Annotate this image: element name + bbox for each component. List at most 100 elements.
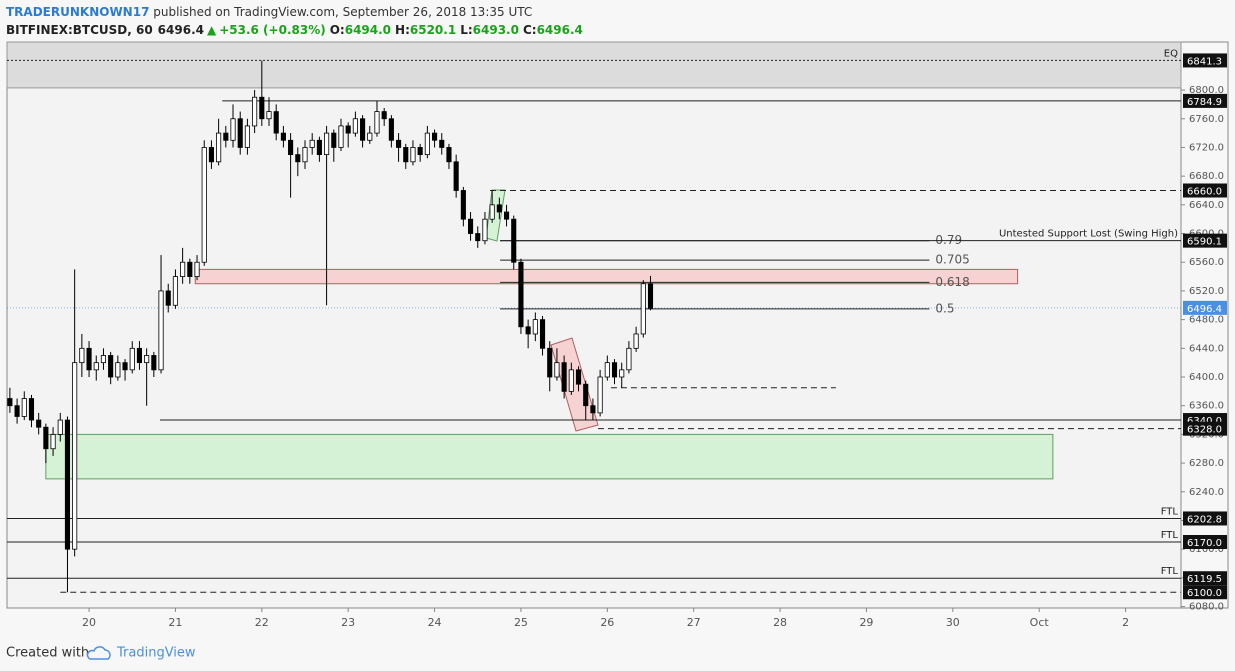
candle-body	[324, 132, 330, 156]
ohlc-label: H:	[395, 23, 410, 37]
price-label: 6660.0	[1187, 186, 1222, 197]
price-label: 6841.3	[1187, 56, 1222, 67]
price-label-bg	[1183, 535, 1227, 550]
candle-body	[223, 132, 229, 141]
level-note: FTL	[1161, 506, 1179, 517]
footer-text: Created with	[6, 646, 89, 661]
candle-body	[115, 362, 121, 378]
candle-body	[482, 218, 488, 242]
candle-body	[424, 132, 430, 156]
candle-body	[21, 398, 27, 417]
candle-body	[352, 118, 358, 134]
candle-body	[367, 132, 373, 141]
candle-body	[604, 362, 610, 378]
ohlc-value: 6493.0	[473, 23, 519, 37]
candle-body	[230, 118, 236, 141]
candle-body	[647, 283, 654, 309]
candle-body	[453, 161, 459, 191]
level-note: Untested Support Lost (Swing High)	[999, 229, 1178, 240]
price-label-bg	[1183, 421, 1227, 436]
candle-body	[72, 362, 78, 550]
candle-body	[460, 190, 466, 220]
candle-body	[338, 125, 344, 148]
candle-body	[201, 147, 207, 263]
candle-body	[158, 290, 164, 371]
symbol-line: BITFINEX:BTCUSD, 60 6496.4 ▲ +53.6 (+0.83%)…	[6, 23, 583, 37]
candle-body	[295, 154, 301, 163]
candle-body	[374, 111, 380, 134]
candle-body	[525, 326, 531, 335]
symbol: BITFINEX:BTCUSD, 60	[6, 23, 153, 37]
candle-body	[568, 369, 574, 392]
candle-body	[381, 111, 387, 120]
candle-body	[547, 347, 553, 378]
x-tick-label: Oct	[1030, 616, 1050, 629]
candle-body	[244, 125, 250, 148]
candle-body	[410, 147, 416, 163]
candle-body	[309, 139, 315, 148]
candle-body	[28, 398, 35, 421]
candle-body	[331, 132, 337, 148]
candle-body	[503, 211, 510, 220]
ohlc-value: 6520.1	[410, 23, 456, 37]
ohlc-label: L:	[460, 23, 472, 37]
candle-body	[518, 261, 524, 328]
y-tick-label: 6080.0	[1189, 602, 1224, 613]
candle-body	[316, 139, 322, 156]
y-tick-label: 6440.0	[1189, 343, 1224, 354]
candle-body	[489, 204, 495, 220]
candle-body	[93, 362, 99, 371]
x-tick-label: 24	[428, 616, 442, 629]
candle-body	[129, 347, 135, 371]
price-label-bg	[1183, 571, 1227, 586]
candle-body	[100, 355, 107, 364]
footer-brand[interactable]: TradingView	[116, 646, 196, 661]
price-label: 6328.0	[1187, 425, 1222, 436]
candle-body	[446, 147, 452, 163]
zone	[194, 268, 1019, 285]
level-note: FTL	[1161, 530, 1179, 541]
candle-body	[619, 369, 625, 378]
candle-body	[633, 333, 639, 349]
candle-body	[575, 369, 582, 385]
price-label: 6202.8	[1187, 514, 1222, 525]
price-label-bg	[1183, 183, 1227, 198]
candle-body	[640, 283, 646, 335]
price-label-bg	[1183, 93, 1227, 108]
ohlc: O:6494.0 H:6520.1 L:6493.0 C:6496.4	[330, 23, 583, 37]
candle-body	[43, 426, 49, 450]
y-tick-label: 6360.0	[1189, 401, 1224, 412]
y-tick-label: 6520.0	[1189, 286, 1224, 297]
change: +53.6 (+0.83%)	[219, 23, 326, 37]
x-tick-label: 29	[859, 616, 873, 629]
candle-body	[144, 355, 150, 364]
candle-body	[432, 132, 438, 141]
candle-body	[388, 118, 394, 141]
x-tick-label: 25	[514, 616, 528, 629]
plot-area	[6, 41, 1182, 609]
price-label-bg	[1183, 53, 1227, 68]
candle-body	[626, 347, 632, 371]
y-tick-label: 6640.0	[1189, 200, 1224, 211]
x-tick-label: 23	[341, 616, 355, 629]
price-label: 6100.0	[1187, 588, 1222, 599]
candle-body	[403, 147, 409, 163]
price-label: 6590.1	[1187, 237, 1222, 248]
price-label: 6340.0	[1187, 416, 1222, 427]
candle-body	[237, 118, 243, 148]
candle-body	[532, 319, 538, 335]
candle-body	[57, 419, 63, 435]
candle-body	[252, 96, 258, 127]
x-tick-label: 21	[168, 616, 182, 629]
candle-body	[417, 147, 423, 156]
candle-body	[259, 96, 265, 120]
candle-body	[36, 419, 42, 428]
candle-body	[539, 319, 546, 349]
ohlc-value: 6496.4	[537, 23, 583, 37]
candle-body	[172, 276, 178, 306]
candle-body	[496, 204, 502, 213]
candle-body	[136, 347, 143, 364]
author[interactable]: TRADERUNKNOWN17	[6, 5, 149, 19]
candle-body	[7, 398, 13, 407]
price-label: 6119.5	[1187, 574, 1222, 585]
